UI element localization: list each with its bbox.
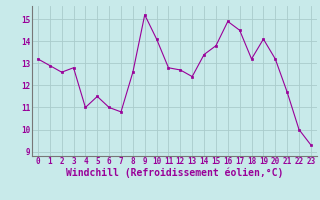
X-axis label: Windchill (Refroidissement éolien,°C): Windchill (Refroidissement éolien,°C) xyxy=(66,168,283,178)
